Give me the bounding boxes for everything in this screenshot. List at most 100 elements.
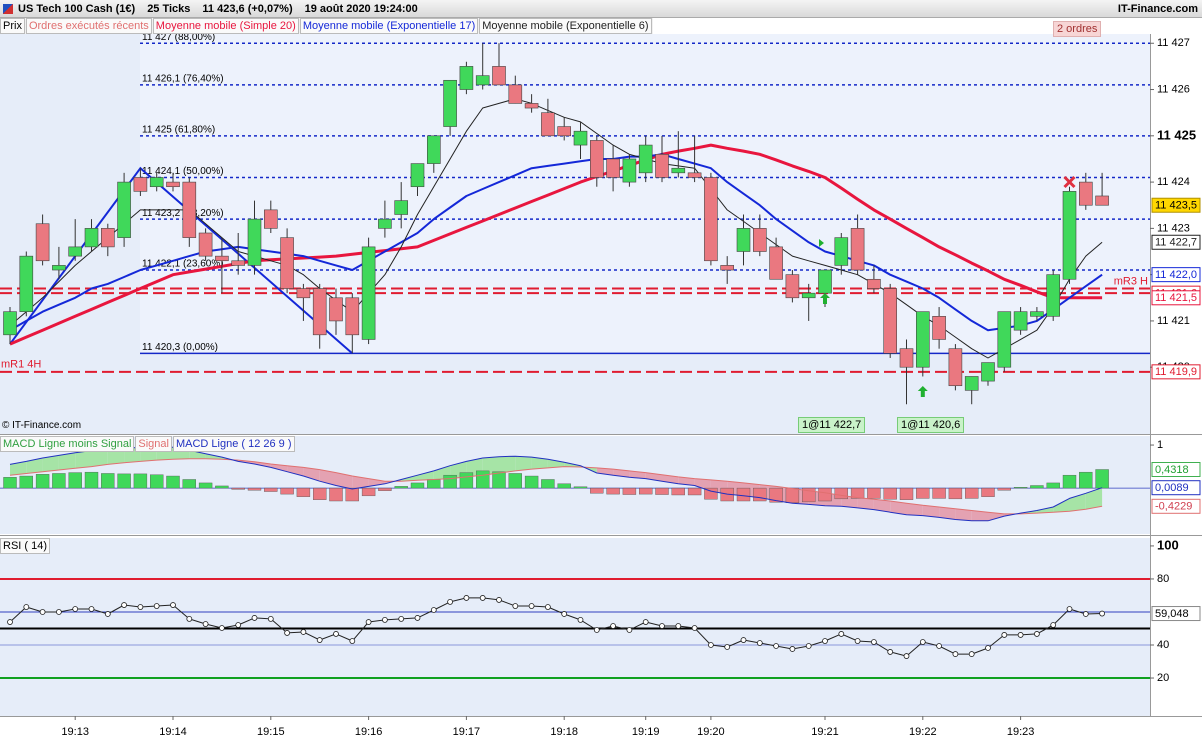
candle-body [573, 130, 588, 146]
macd-bar [1095, 469, 1109, 489]
rsi-point [153, 603, 160, 609]
orders-badge[interactable]: 2 ordres [1053, 21, 1102, 37]
macd-bar [590, 487, 604, 494]
price-box-label: -0,4229 [1155, 501, 1192, 513]
rsi-point [708, 642, 714, 648]
rsi-point [577, 616, 584, 623]
macd-bar [231, 487, 245, 490]
fib-zone [140, 34, 1150, 354]
price-box [1151, 364, 1201, 380]
price-box [1151, 498, 1201, 514]
y-tick-label: 11 426 [1157, 83, 1190, 95]
macd-fill [971, 510, 988, 521]
candle-body [589, 140, 604, 178]
candle-body [231, 260, 245, 266]
candle-body [704, 177, 718, 262]
rsi-point [1001, 632, 1008, 638]
rsi-panel [0, 538, 1150, 716]
y-tick-label: 11 427 [1157, 37, 1190, 49]
candle-body [35, 223, 50, 262]
fib-label: 11 425 (61,80%) [142, 124, 215, 135]
macd-bar [149, 474, 164, 489]
macd-bar [3, 477, 17, 489]
macd-bar [508, 473, 522, 489]
y-tick-label: 11 423 [1157, 222, 1190, 234]
rsi-point [919, 639, 926, 645]
macd-bar [981, 487, 995, 497]
candle-body [883, 288, 898, 354]
fill-label: 1@11 420,6 [897, 417, 965, 433]
macd-bar [19, 475, 33, 489]
candle-body [117, 181, 131, 238]
candle-body [981, 362, 995, 382]
legend-item[interactable]: Moyenne mobile (Simple 20) [152, 18, 299, 34]
legend-item[interactable]: MACD Ligne ( 12 26 9 ) [172, 436, 295, 452]
candle-body [247, 218, 262, 266]
y-tick-label: 1 [1157, 439, 1163, 451]
legend-item[interactable]: Ordres exécutés récents [25, 18, 152, 34]
rsi-point [430, 607, 437, 613]
candle-body [296, 288, 311, 299]
macd-bar [687, 487, 702, 496]
candle-body [149, 177, 164, 188]
candle-body [3, 311, 17, 336]
header: US Tech 100 Cash (1€) 25 Ticks 11 423,6 (+… [0, 0, 1202, 18]
macd-fill [58, 452, 76, 471]
macd-bar [850, 487, 865, 499]
macd-fill [629, 470, 646, 479]
legend-item[interactable]: Moyenne mobile (Exponentielle 6) [479, 18, 652, 34]
macd-bar [476, 470, 490, 489]
legend-item[interactable]: MACD Ligne moins Signal [0, 436, 135, 452]
rsi-point [267, 616, 274, 622]
legend-item[interactable]: Signal [135, 436, 172, 452]
time-axis [0, 716, 1202, 740]
candle-body [492, 66, 506, 86]
legend-item[interactable]: Prix [0, 18, 25, 34]
price-box [1151, 606, 1201, 622]
macd-bar [459, 472, 474, 489]
rsi-point [838, 631, 845, 637]
x-tick-label: 19:18 [550, 726, 578, 738]
candle-body [638, 144, 653, 174]
macd-fill [1085, 487, 1103, 510]
macd-bar [1013, 487, 1028, 489]
macd-bar [264, 487, 278, 492]
rsi-point [610, 623, 616, 629]
rsi-point [1082, 611, 1089, 617]
candle-body [818, 269, 832, 294]
x-tick-label: 19:23 [1007, 726, 1035, 738]
candle-body [622, 158, 637, 183]
candle-body [410, 163, 425, 188]
rsi-point [985, 645, 991, 651]
macd-fill [26, 457, 43, 474]
x-tick-label: 19:20 [697, 726, 725, 738]
candle-body [801, 292, 816, 299]
rsi-point [528, 603, 535, 609]
macd-bar [1046, 482, 1060, 489]
brand: IT-Finance.com [1117, 2, 1198, 15]
macd-bar [834, 487, 848, 500]
macd-bar [965, 487, 979, 499]
macd-fill [531, 457, 548, 470]
rsi-point [463, 595, 470, 601]
candle-body [166, 181, 180, 188]
macd-bar [133, 473, 148, 489]
rsi-point [251, 615, 258, 621]
rsi-point [447, 599, 454, 605]
macd-fill [107, 448, 125, 465]
rsi-title[interactable]: RSI ( 14) [0, 538, 51, 554]
price-box-label: 59,048 [1155, 608, 1189, 620]
macd-bar [557, 483, 571, 489]
interval: 25 Ticks [147, 2, 191, 15]
macd-fill [515, 456, 532, 471]
macd-bar [997, 487, 1011, 491]
macd-bar [68, 472, 82, 489]
rsi-point [805, 643, 812, 649]
candle-body [68, 246, 82, 257]
y-tick-label: 40 [1157, 639, 1169, 651]
legend-item[interactable]: Moyenne mobile (Exponentielle 17) [299, 18, 479, 34]
rsi-point [512, 603, 519, 609]
price-box-label: 11 422,7 [1155, 237, 1197, 249]
rsi-point [871, 639, 877, 645]
rsi-point [496, 597, 502, 603]
